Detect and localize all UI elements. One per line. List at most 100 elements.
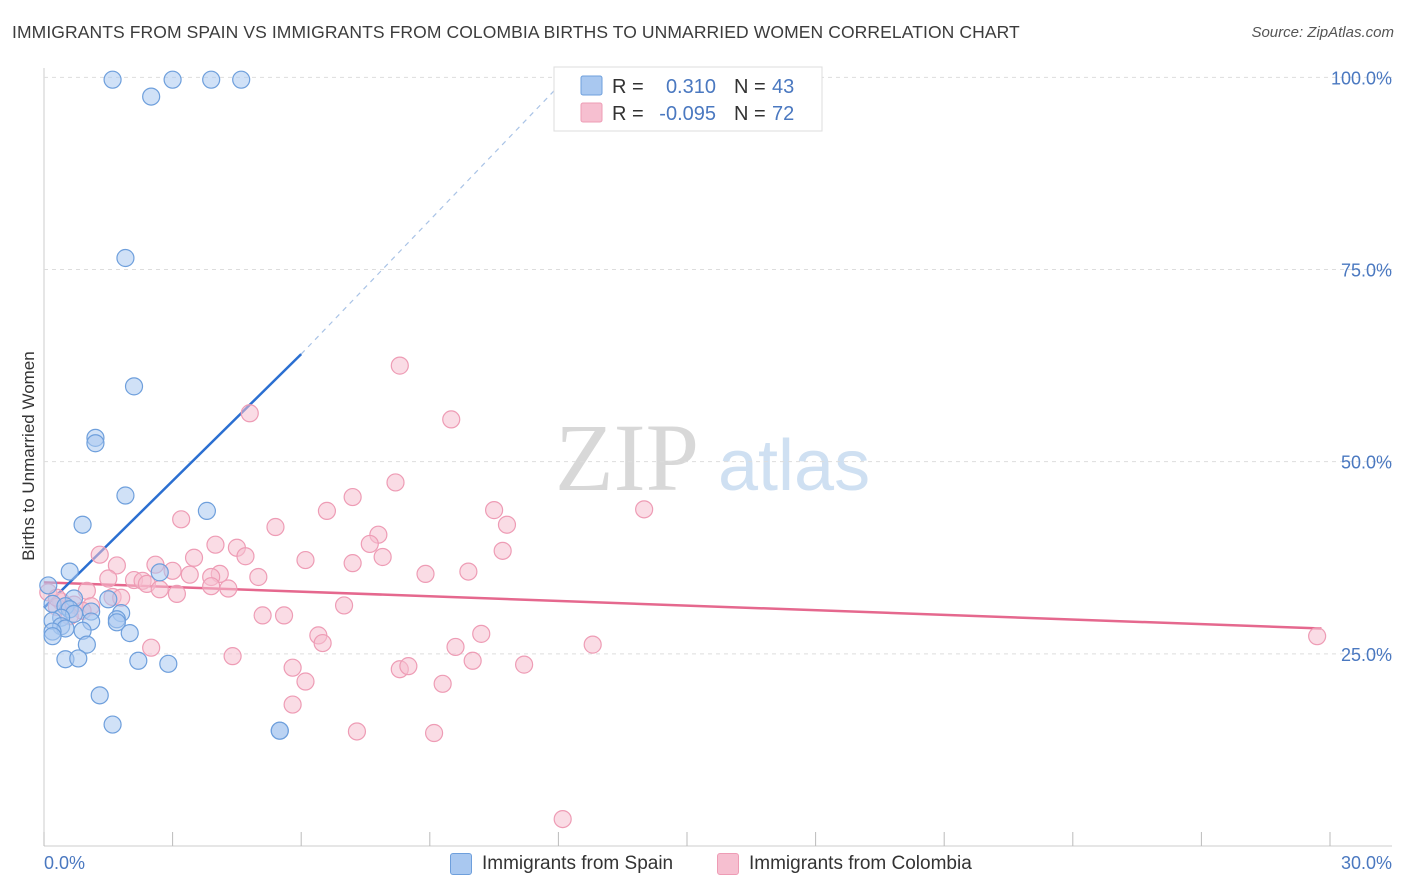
legend-item-spain: Immigrants from Spain <box>450 853 673 875</box>
grid-lines <box>44 76 1392 655</box>
point-colombia-28 <box>180 565 199 584</box>
trend-line-spain-extension <box>300 76 568 355</box>
watermark-atlas: atlas <box>718 426 870 506</box>
point-spain-4 <box>142 87 161 106</box>
point-colombia-19 <box>184 548 204 567</box>
point-spain-11 <box>73 515 92 534</box>
series-colombia-points <box>39 356 1327 829</box>
point-spain-1 <box>163 70 182 89</box>
x-tick-label-max: 30.0% <box>1341 853 1392 873</box>
legend-n-value-spain: 43 <box>772 76 794 98</box>
point-colombia-58 <box>223 647 242 666</box>
point-colombia-12 <box>206 535 225 554</box>
y-axis-title: Births to Unmarried Women <box>19 351 38 560</box>
series-legend: Immigrants from Spain Immigrants from Co… <box>0 850 1406 880</box>
point-colombia-3 <box>343 487 362 507</box>
point-colombia-66 <box>283 695 302 714</box>
point-colombia-69 <box>553 809 572 829</box>
point-spain-32 <box>120 623 139 643</box>
legend-swatch-spain-bottom <box>450 853 472 875</box>
point-colombia-68 <box>424 723 444 743</box>
point-colombia-20 <box>296 550 315 570</box>
point-colombia-16 <box>90 545 109 564</box>
legend-r-value-spain: 0.310 <box>666 76 716 98</box>
point-colombia-21 <box>343 554 362 573</box>
watermark-zip: ZIP <box>555 404 699 511</box>
y-tick-label-75: 75.0% <box>1341 261 1392 281</box>
point-colombia-15 <box>493 541 512 560</box>
trend-line-spain <box>43 353 303 609</box>
point-colombia-25 <box>459 562 478 581</box>
point-spain-37 <box>129 651 148 670</box>
point-spain-39 <box>90 686 109 705</box>
point-colombia-7 <box>485 501 504 520</box>
point-colombia-18 <box>373 547 392 567</box>
legend-r-label-spain: R = <box>612 76 644 98</box>
point-spain-34 <box>77 635 96 654</box>
point-colombia-61 <box>283 658 302 677</box>
point-colombia-30 <box>249 567 268 587</box>
x-ticks <box>43 832 1331 846</box>
point-colombia-4 <box>386 473 405 492</box>
trend-line-colombia <box>43 581 1322 630</box>
point-colombia-63 <box>399 657 418 676</box>
point-spain-14 <box>39 576 58 595</box>
point-spain-5 <box>116 248 135 268</box>
legend-r-value-colombia: -0.095 <box>659 103 716 125</box>
point-spain-10 <box>197 501 216 520</box>
point-spain-13 <box>150 563 169 582</box>
legend-swatch-colombia <box>580 102 603 123</box>
point-spain-0 <box>103 70 122 89</box>
point-colombia-50 <box>253 606 272 625</box>
point-colombia-36 <box>202 577 221 596</box>
point-colombia-64 <box>296 672 315 691</box>
point-spain-8 <box>86 434 105 453</box>
point-colombia-2 <box>240 404 259 423</box>
legend-item-colombia: Immigrants from Colombia <box>717 853 972 875</box>
legend-r-label-colombia: R = <box>612 103 644 125</box>
point-spain-16 <box>99 590 118 609</box>
point-colombia-17 <box>236 547 255 566</box>
trend-lines <box>43 76 1322 630</box>
chart-title: IMMIGRANTS FROM SPAIN VS IMMIGRANTS FROM… <box>12 22 1020 42</box>
point-colombia-6 <box>317 501 337 520</box>
point-colombia-56 <box>446 637 465 657</box>
point-colombia-0 <box>390 356 409 375</box>
point-colombia-35 <box>150 580 169 599</box>
legend-n-value-colombia: 72 <box>772 103 794 125</box>
point-colombia-37 <box>219 579 238 598</box>
point-spain-38 <box>159 654 178 673</box>
legend-label-colombia: Immigrants from Colombia <box>749 853 972 874</box>
point-spain-2 <box>202 70 221 89</box>
legend-swatch-spain <box>580 75 603 96</box>
point-spain-12 <box>60 562 79 581</box>
point-colombia-59 <box>463 651 482 670</box>
y-tick-label-100: 100.0% <box>1331 68 1392 88</box>
point-colombia-70 <box>1308 627 1327 646</box>
series-spain-points <box>39 70 289 740</box>
point-colombia-57 <box>142 638 161 657</box>
y-tick-label-25: 25.0% <box>1341 645 1392 665</box>
point-colombia-40 <box>167 584 186 603</box>
point-colombia-65 <box>433 674 452 693</box>
point-spain-28 <box>107 613 126 632</box>
point-colombia-22 <box>107 556 126 575</box>
point-colombia-9 <box>497 515 517 534</box>
point-spain-40 <box>103 715 122 734</box>
point-colombia-1 <box>442 410 461 429</box>
point-colombia-26 <box>416 564 435 584</box>
stats-legend: R = 0.310 N = 43 R = -0.095 N = 72 <box>553 66 823 132</box>
point-colombia-53 <box>472 624 491 643</box>
point-colombia-54 <box>313 633 332 653</box>
point-colombia-47 <box>334 596 354 615</box>
y-tick-labels: 25.0% 50.0% 75.0% 100.0% <box>1331 68 1392 664</box>
point-colombia-31 <box>99 569 118 588</box>
point-spain-33 <box>43 627 62 646</box>
source-credit: Source: ZipAtlas.com <box>1251 24 1394 41</box>
point-spain-3 <box>232 70 251 89</box>
legend-swatch-colombia-bottom <box>717 853 739 875</box>
legend-n-label-colombia: N = <box>734 103 766 125</box>
y-tick-label-50: 50.0% <box>1341 453 1392 473</box>
x-tick-label-min: 0.0% <box>44 853 85 873</box>
